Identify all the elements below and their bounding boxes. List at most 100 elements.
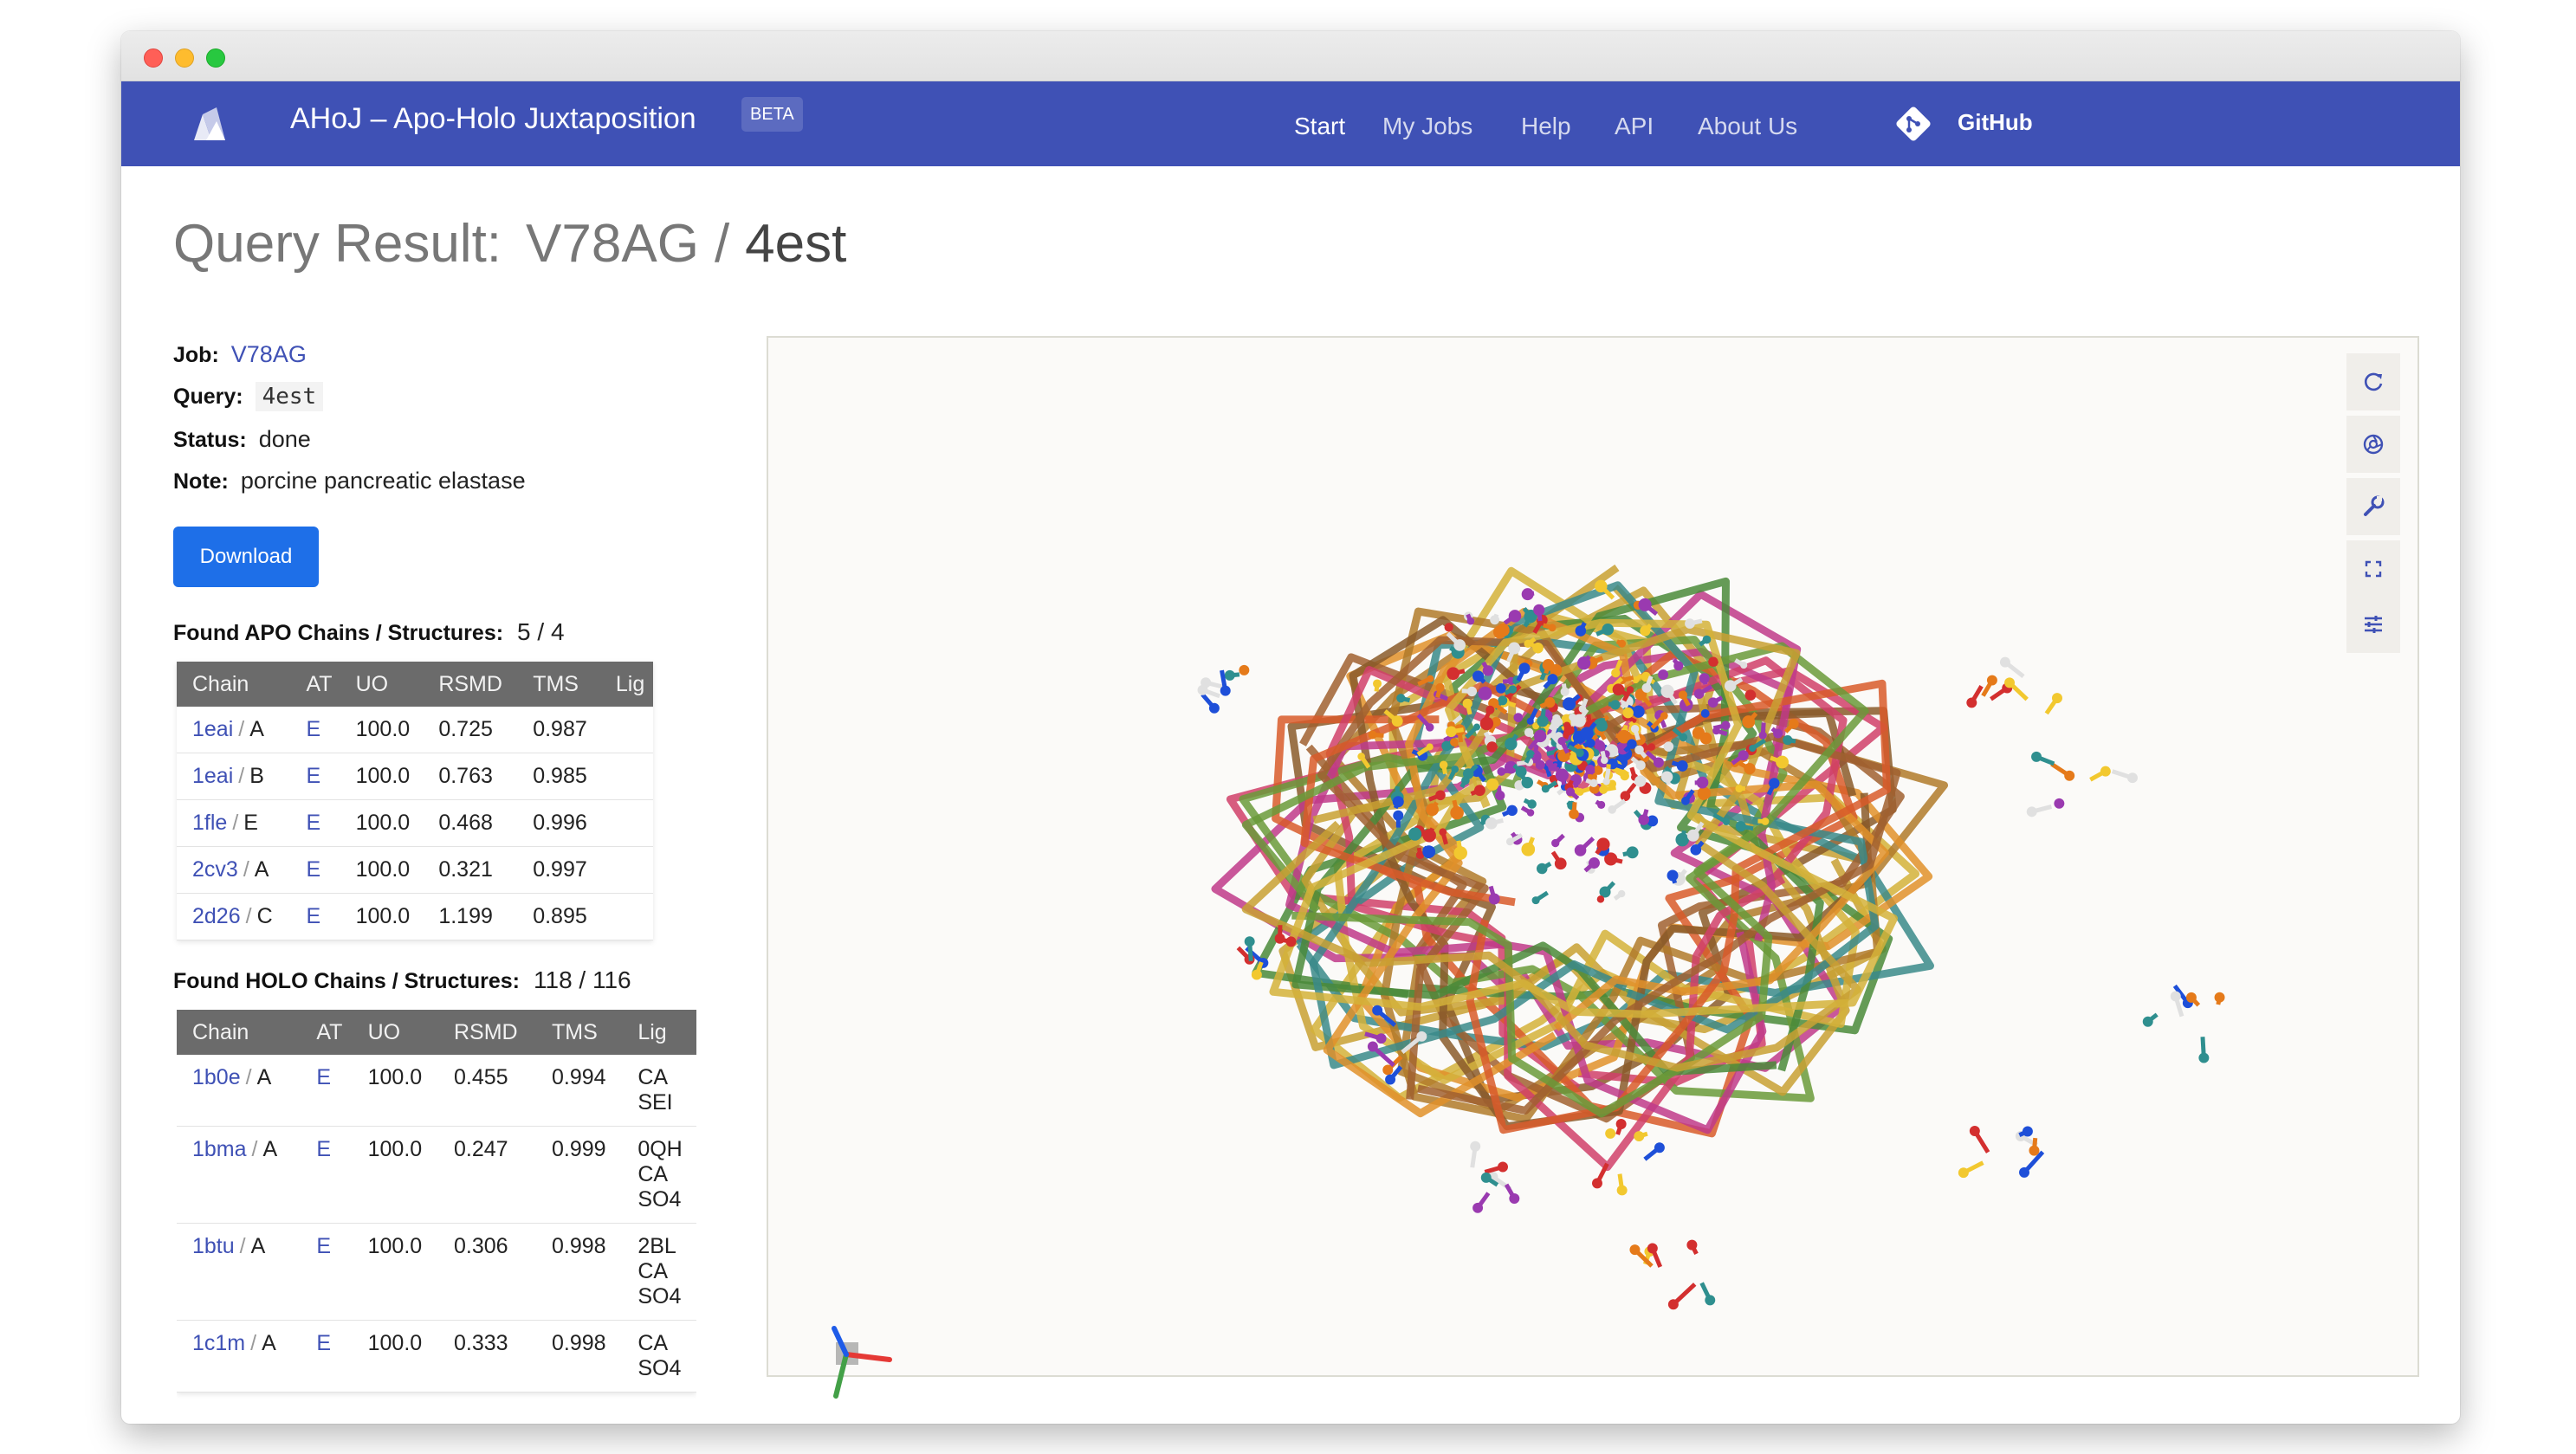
chain-id: A	[262, 1331, 276, 1355]
column-header-rsmd[interactable]: RSMD	[423, 662, 518, 707]
tms-cell: 0.996	[517, 799, 600, 847]
column-header-tms[interactable]: TMS	[517, 662, 600, 707]
settings-button[interactable]	[2346, 478, 2400, 535]
brand-title[interactable]: AHoJ – Apo-Holo Juxtaposition	[290, 102, 696, 135]
fullscreen-button[interactable]	[2346, 540, 2400, 598]
tms-cell: 0.998	[535, 1223, 623, 1321]
uo-cell: 100.0	[340, 893, 424, 940]
holo-table-scroll[interactable]: Chain AT UO RSMD TMS Lig 1b0e / A E 100.0 0.455 0.9…	[177, 1010, 696, 1424]
at-cell[interactable]: E	[290, 846, 340, 894]
ligand-cell	[599, 893, 653, 940]
at-cell[interactable]: E	[301, 1126, 353, 1224]
at-cell[interactable]: E	[301, 1223, 353, 1321]
ligand-cell	[599, 753, 653, 800]
column-header-at[interactable]: AT	[301, 1010, 353, 1055]
pdb-link[interactable]: 1fle	[192, 811, 228, 835]
pdb-link[interactable]: 1b0e	[192, 1065, 241, 1089]
chain-cell: 1btu / A	[177, 1223, 301, 1321]
at-cell[interactable]: E	[301, 1055, 353, 1127]
download-button[interactable]: Download	[173, 527, 319, 587]
ligand-code: SO4	[638, 1284, 682, 1309]
protein-structure-render[interactable]	[768, 338, 2417, 1375]
tms-cell: 0.987	[517, 707, 600, 753]
column-header-tms[interactable]: TMS	[535, 1010, 623, 1055]
column-header-uo[interactable]: UO	[340, 662, 424, 707]
apo-heading: Found APO Chains / Structures: 5 / 4	[173, 618, 565, 646]
table-row: 1eai / A E 100.0 0.725 0.987	[177, 707, 653, 753]
table-row: 2cv3/A E 100.0 0.321 0.997	[177, 846, 653, 894]
info-query: Query: 4est	[173, 382, 324, 411]
table-row: 1b0e / A E 100.0 0.455 0.994 CA SEI	[177, 1055, 696, 1127]
reset-icon	[2364, 372, 2383, 391]
protein-ribbons	[1211, 564, 1949, 1172]
chain-separator: /	[245, 904, 252, 928]
chain-id: A	[249, 717, 264, 741]
table-row: 1c1m / A E 100.0 0.333 0.998 CA SO4	[177, 1320, 696, 1393]
pdb-link[interactable]: 1eai	[192, 717, 234, 741]
column-header-lig[interactable]: Lig	[622, 1010, 696, 1055]
controls-button[interactable]	[2346, 596, 2400, 653]
chain-id: A	[250, 1234, 266, 1258]
ligand-code: SO4	[638, 1187, 682, 1212]
pdb-link[interactable]: 2d26	[192, 904, 241, 928]
uo-cell: 100.0	[340, 846, 424, 894]
ligand-code: CA	[638, 1065, 669, 1089]
chain-id: A	[254, 857, 269, 882]
at-cell[interactable]: E	[290, 799, 340, 847]
chain-cell: 1c1m / A	[177, 1320, 301, 1393]
holo-count: 118 / 116	[534, 966, 631, 993]
tms-cell: 0.997	[517, 846, 600, 894]
at-cell[interactable]: E	[290, 753, 340, 800]
uo-cell: 100.0	[352, 1126, 438, 1224]
column-header-uo[interactable]: UO	[352, 1010, 438, 1055]
nav-help[interactable]: Help	[1521, 113, 1571, 139]
holo-heading-label: Found HOLO Chains / Structures:	[173, 969, 521, 993]
column-header-at[interactable]: AT	[290, 662, 340, 707]
tms-cell: 0.998	[535, 1320, 623, 1393]
pdb-link[interactable]: 2cv3	[192, 857, 238, 882]
holo-table: Chain AT UO RSMD TMS Lig 1b0e / A E 100.0 0.455 0.9…	[177, 1010, 696, 1393]
nav-start[interactable]: Start	[1294, 113, 1346, 139]
navbar: AHoJ – Apo-Holo Juxtaposition BETA Start…	[121, 81, 2460, 166]
column-header-chain[interactable]: Chain	[177, 1010, 301, 1055]
nav-my-jobs[interactable]: My Jobs	[1382, 113, 1473, 139]
job-link[interactable]: V78AG	[230, 341, 307, 367]
tms-cell: 0.999	[535, 1126, 623, 1224]
chain-cell: 2d26/C	[177, 893, 291, 940]
rmsd-cell: 0.725	[423, 707, 518, 753]
nav-api[interactable]: API	[1615, 113, 1654, 139]
pdb-link[interactable]: 1eai	[192, 764, 234, 788]
info-status: Status: done	[173, 426, 311, 453]
molecule-viewer[interactable]	[767, 336, 2419, 1399]
rmsd-cell: 0.333	[437, 1320, 536, 1393]
maximize-window-button[interactable]	[206, 48, 225, 68]
screenshot-button[interactable]	[2346, 416, 2400, 473]
ahoj-logo-icon[interactable]	[191, 106, 229, 142]
pdb-link[interactable]: 1bma	[192, 1137, 247, 1161]
nav-about-us[interactable]: About Us	[1698, 113, 1798, 139]
at-cell[interactable]: E	[290, 707, 340, 753]
uo-cell: 100.0	[340, 707, 424, 753]
ligand-code: CA	[638, 1259, 669, 1283]
ligand-cell: CA SO4	[622, 1320, 696, 1393]
chain-id: B	[249, 764, 264, 788]
reset-view-button[interactable]	[2346, 353, 2400, 410]
column-header-chain[interactable]: Chain	[177, 662, 291, 707]
pdb-link[interactable]: 1btu	[192, 1234, 235, 1258]
close-window-button[interactable]	[144, 48, 163, 68]
chain-id: A	[256, 1065, 272, 1089]
ligand-code: 2BL	[638, 1234, 676, 1258]
holo-table-header: Chain AT UO RSMD TMS Lig	[177, 1010, 696, 1055]
column-header-rsmd[interactable]: RSMD	[437, 1010, 536, 1055]
chain-cell: 1bma / A	[177, 1126, 301, 1224]
github-link[interactable]: GitHub	[1958, 109, 2033, 135]
note-label: Note:	[173, 469, 229, 494]
at-cell[interactable]: E	[301, 1320, 353, 1393]
chain-id: C	[256, 904, 273, 928]
screenshot-icon	[2363, 434, 2384, 455]
minimize-window-button[interactable]	[175, 48, 194, 68]
pdb-link[interactable]: 1c1m	[192, 1331, 246, 1355]
git-icon[interactable]	[1893, 104, 1933, 144]
at-cell[interactable]: E	[290, 893, 340, 940]
column-header-lig[interactable]: Lig	[599, 662, 653, 707]
